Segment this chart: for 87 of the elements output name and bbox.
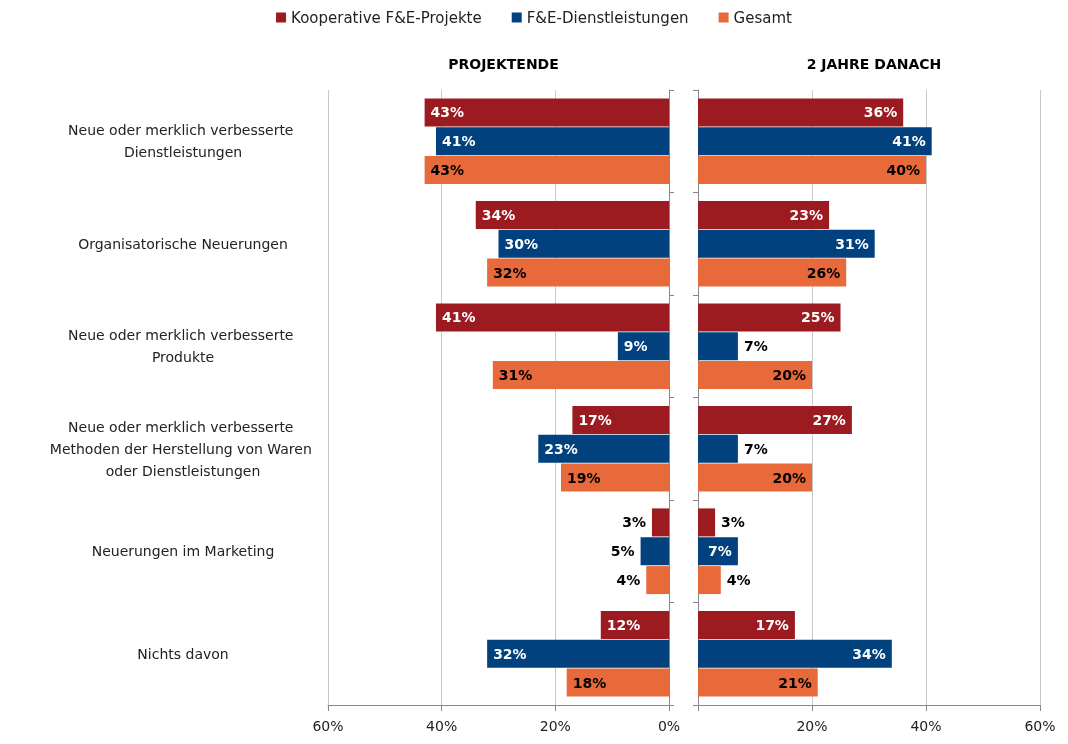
data-label: 4%	[616, 572, 641, 589]
bar	[698, 639, 892, 668]
bar	[475, 200, 669, 229]
data-label: 12%	[606, 616, 641, 633]
y-tick-label: Neue oder merklich verbesserte Dienstleistungen	[68, 122, 298, 161]
bar	[651, 508, 669, 537]
x-tick-label: 60%	[1024, 718, 1056, 734]
x-tick-label: 60%	[312, 718, 344, 734]
y-tick-label: Neue oder merklich verbesserte Produkte	[68, 327, 298, 366]
bar	[424, 156, 669, 185]
bar	[698, 229, 875, 258]
legend-label: F&E-Dienstleistungen	[526, 8, 689, 27]
data-label: 41%	[441, 133, 476, 150]
bar	[698, 361, 812, 390]
bar	[698, 610, 795, 639]
data-label: 41%	[892, 133, 926, 150]
x-tick-label: 20%	[796, 718, 828, 734]
data-label: 20%	[772, 367, 806, 384]
data-label: 31%	[498, 367, 533, 384]
bar	[698, 303, 841, 332]
data-label: 32%	[493, 264, 527, 281]
x-tick-label: 0%	[657, 718, 681, 734]
data-label: 40%	[886, 162, 920, 179]
data-label: 26%	[806, 264, 841, 281]
data-label: 36%	[863, 104, 898, 121]
data-label: 3%	[622, 514, 646, 531]
x-tick-label: 40%	[910, 718, 942, 734]
bar	[498, 229, 669, 258]
data-label: 19%	[567, 469, 601, 486]
bar	[640, 537, 669, 566]
y-tick-label: Nichts davon	[137, 645, 229, 662]
data-label: 32%	[493, 645, 527, 662]
bar	[435, 127, 669, 156]
data-label: 31%	[835, 235, 869, 252]
data-label: 34%	[852, 645, 886, 662]
bar	[646, 566, 669, 595]
y-tick-label: Organisatorische Neuerungen	[78, 235, 288, 252]
bar	[698, 405, 852, 434]
bar	[424, 98, 669, 127]
chart-title: 2 JAHRE DANACH	[806, 56, 942, 72]
bar	[698, 127, 932, 156]
bar	[698, 566, 721, 595]
x-tick-label: 20%	[539, 718, 571, 734]
bar	[698, 332, 738, 361]
y-tick-label: Neuerungen im Marketing	[91, 543, 275, 560]
bar	[698, 668, 818, 697]
data-label: 41%	[441, 309, 476, 326]
data-label: 20%	[772, 469, 806, 486]
y-tick-label: Neue oder merklich verbesserte Methoden der Herstellung von Waren oder Dienstleistungen	[49, 418, 317, 479]
data-label: 17%	[578, 411, 612, 428]
data-label: 43%	[430, 162, 465, 179]
bar	[572, 405, 669, 434]
data-label: 3%	[721, 514, 745, 531]
data-label: 23%	[789, 206, 824, 223]
data-label: 25%	[800, 309, 835, 326]
bar	[698, 463, 812, 492]
chart-title: PROJEKTENDE	[448, 56, 559, 72]
data-label: 4%	[726, 572, 751, 589]
legend-label: Gesamt	[733, 8, 793, 27]
bar	[487, 258, 669, 287]
data-label: 18%	[572, 674, 607, 691]
x-tick-label: 40%	[426, 718, 458, 734]
data-label: 7%	[708, 543, 732, 560]
bar	[698, 508, 716, 537]
data-label: 43%	[430, 104, 465, 121]
data-label: 17%	[755, 616, 789, 633]
bar	[698, 200, 830, 229]
bar	[566, 668, 669, 697]
data-label: 7%	[743, 440, 768, 457]
bar	[561, 463, 669, 492]
data-label: 30%	[504, 235, 539, 252]
bar	[698, 98, 904, 127]
bar	[487, 639, 669, 668]
bar	[698, 434, 738, 463]
bar	[492, 361, 669, 390]
data-label: 9%	[623, 338, 648, 355]
bar	[435, 303, 669, 332]
data-label: 23%	[544, 440, 578, 457]
data-label: 21%	[778, 674, 812, 691]
data-label: 34%	[481, 206, 516, 223]
data-label: 7%	[743, 338, 768, 355]
bar	[538, 434, 669, 463]
legend-label: Kooperative F&E-Projekte	[291, 8, 482, 27]
data-label: 5%	[610, 543, 635, 560]
bar	[698, 156, 926, 185]
data-label: 27%	[812, 411, 846, 428]
bar	[698, 258, 847, 287]
